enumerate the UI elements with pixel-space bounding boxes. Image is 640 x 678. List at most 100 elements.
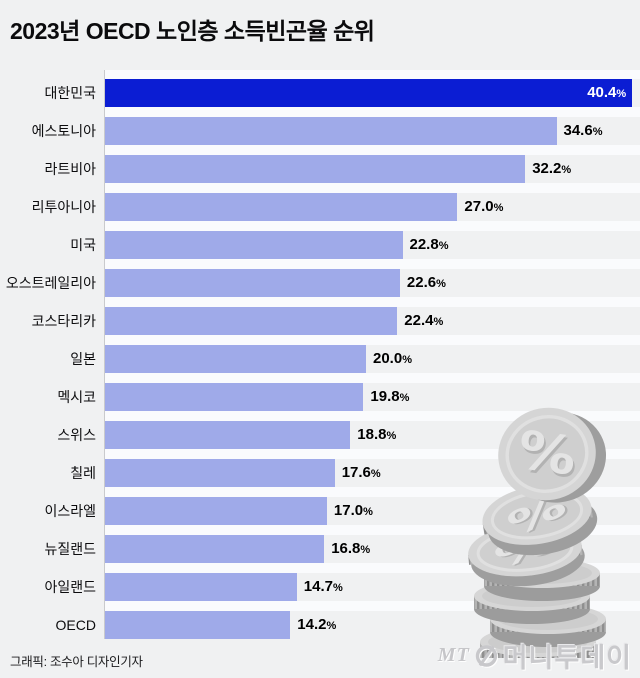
bar-row: 일본 20.0% <box>0 345 640 373</box>
bar-row: 라트비아 32.2% <box>0 155 640 183</box>
bar <box>105 497 327 525</box>
category-label: OECD <box>55 617 96 633</box>
value-number: 19.8 <box>370 387 400 405</box>
value-number: 18.8 <box>357 425 387 443</box>
bar-track: 20.0% <box>104 345 640 373</box>
category-label: 멕시코 <box>57 389 96 405</box>
graphic-credit: 그래픽: 조수아 디자인기자 <box>10 655 143 669</box>
value-label: 17.0% <box>334 497 373 526</box>
bar-row: 멕시코 19.8% <box>0 383 640 411</box>
bar-row: 대한민국 40.4% <box>0 79 640 107</box>
category-label: 스위스 <box>57 427 96 443</box>
value-number: 17.6 <box>341 463 371 481</box>
bar-row: 오스트레일리아 22.6% <box>0 269 640 297</box>
percent-sign: % <box>360 543 371 556</box>
bar-track: 22.6% <box>104 269 640 297</box>
percent-sign: % <box>592 125 603 138</box>
bar-track: 17.0% <box>104 497 640 525</box>
bar-row: 뉴질랜드 16.8% <box>0 535 640 563</box>
value-label: 14.7% <box>304 573 343 602</box>
bar <box>105 535 325 563</box>
value-label: 34.6% <box>564 117 603 146</box>
bar-track: 40.4% <box>104 79 640 107</box>
category-label: 뉴질랜드 <box>44 541 96 557</box>
percent-sign: % <box>333 581 343 594</box>
bar-track: 17.6% <box>104 459 640 487</box>
percent-sign: % <box>616 88 627 100</box>
bar-chart: 대한민국 40.4% 에스토니아 34.6% 라트비아 32.2% 리투아니아 27.0% 미국… <box>0 70 640 639</box>
percent-sign: % <box>399 391 410 404</box>
value-label: 40.4% <box>587 79 626 108</box>
logo-name-text: 머니투데이 <box>502 643 632 673</box>
bar-row: 이스라엘 17.0% <box>0 497 640 525</box>
category-label: 코스타리카 <box>31 313 96 329</box>
percent-sign: % <box>438 239 449 252</box>
coin-stack-illustration: % % % % % % <box>468 407 607 658</box>
category-label: 이스라엘 <box>44 503 96 519</box>
value-number: 14.7 <box>303 577 333 595</box>
bar-track: 14.2% <box>104 611 640 639</box>
logo-circle-icon <box>475 645 497 667</box>
row-separator <box>104 411 640 421</box>
category-label: 칠레 <box>70 465 96 481</box>
bar <box>105 193 458 221</box>
value-number: 16.8 <box>331 539 361 557</box>
percent-sign: % <box>493 201 504 214</box>
bar-highlight: 40.4% <box>105 79 633 108</box>
bar <box>105 383 364 411</box>
bar-track: 14.7% <box>104 573 640 601</box>
percent-sign: % <box>386 429 397 442</box>
value-label: 19.8% <box>370 383 409 412</box>
bar-track: 27.0% <box>104 193 640 221</box>
percent-sign: % <box>370 467 381 480</box>
bar-row: 에스토니아 34.6% <box>0 117 640 145</box>
value-number: 40.4 <box>587 84 617 101</box>
percent-sign: % <box>433 315 444 328</box>
value-number: 34.6 <box>563 121 593 139</box>
bar-track: 19.8% <box>104 383 640 411</box>
row-separator <box>104 487 640 497</box>
bar-row: 칠레 17.6% <box>0 459 640 487</box>
row-separator <box>104 373 640 383</box>
row-separator <box>104 221 640 231</box>
value-label: 27.0% <box>464 193 503 222</box>
category-label: 에스토니아 <box>31 123 96 139</box>
row-separator <box>104 145 640 155</box>
bar-track: 18.8% <box>104 421 640 449</box>
row-separator <box>104 259 640 269</box>
row-separator <box>104 601 640 611</box>
bar-row: 스위스 18.8% <box>0 421 640 449</box>
bar-track: 22.8% <box>104 231 640 259</box>
bar <box>105 307 398 335</box>
bar-row: 미국 22.8% <box>0 231 640 259</box>
value-number: 32.2 <box>532 159 562 177</box>
row-separator <box>104 107 640 117</box>
value-label: 17.6% <box>342 459 381 488</box>
svg-text:%: % <box>514 420 580 488</box>
row-separator <box>104 297 640 307</box>
percent-sign: % <box>363 505 373 518</box>
bar <box>105 117 557 145</box>
publisher-logo: MT 머니투데이 <box>438 636 632 675</box>
category-label: 대한민국 <box>44 85 96 101</box>
value-label: 32.2% <box>532 155 571 184</box>
bar <box>105 573 297 601</box>
value-label: 16.8% <box>331 535 370 564</box>
value-label: 18.8% <box>357 421 396 450</box>
category-label: 오스트레일리아 <box>5 275 96 291</box>
bar-track: 16.8% <box>104 535 640 563</box>
value-number: 14.2 <box>297 615 327 633</box>
percent-sign: % <box>436 277 446 290</box>
percent-sign: % <box>402 353 412 366</box>
row-separator <box>104 563 640 573</box>
category-label: 아일랜드 <box>44 579 96 595</box>
percent-sign: % <box>326 619 337 632</box>
plot-top-separator <box>104 70 640 79</box>
value-label: 22.8% <box>410 231 449 260</box>
value-label: 20.0% <box>373 345 412 374</box>
logo-mt-text: MT <box>437 644 470 666</box>
chart-title: 2023년 OECD 노인층 소득빈곤율 순위 <box>10 18 375 44</box>
bar <box>105 345 366 373</box>
row-separator <box>104 449 640 459</box>
coin-percent-2: % % <box>482 485 598 556</box>
